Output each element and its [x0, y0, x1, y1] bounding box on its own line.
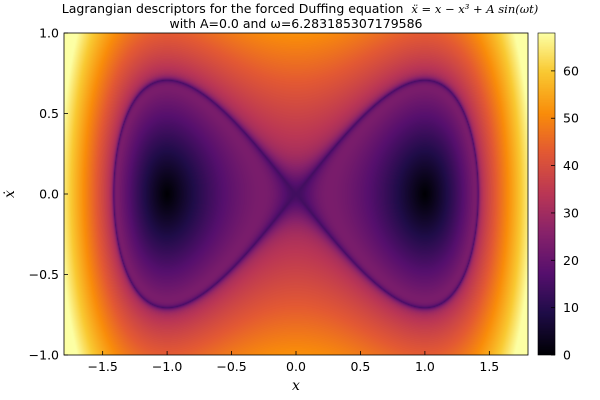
- x-tick-label: −0.5: [216, 359, 246, 374]
- y-axis-ticks: −1.0 −0.5 0.0 0.5 1.0: [29, 26, 68, 363]
- x-axis-ticks: −1.5 −1.0 −0.5 0.0 0.5 1.0 1.5: [87, 351, 499, 374]
- colorbar-canvas: [538, 33, 555, 355]
- y-tick-label: −0.5: [29, 267, 59, 282]
- colorbar-tick-label: 30: [563, 205, 579, 220]
- x-tick-label: −1.5: [87, 359, 117, 374]
- colorbar-tick-label: 0: [563, 348, 571, 363]
- y-tick-label: 0.5: [39, 106, 59, 121]
- colorbar-tick-label: 40: [563, 158, 579, 173]
- y-axis-label: ẋ: [2, 190, 18, 198]
- colorbar-frame: [537, 32, 556, 356]
- colorbar: [538, 33, 555, 355]
- colorbar-tick-label: 10: [563, 300, 579, 315]
- colorbar-tick-label: 50: [563, 111, 579, 126]
- colorbar-tick-label: 20: [563, 253, 579, 268]
- x-tick-label: 0.5: [350, 359, 370, 374]
- x-axis-label: x: [292, 378, 300, 394]
- colorbar-tick-label: 60: [563, 63, 579, 78]
- x-tick-label: −1.0: [152, 359, 182, 374]
- chart-title-formula: ẍ = x − x³ + A sin(ωt): [411, 2, 538, 16]
- chart-title-line2: with A=0.0 and ω=6.283185307179586: [169, 16, 422, 31]
- y-tick-label: −1.0: [29, 348, 59, 363]
- x-tick-label: 1.0: [415, 359, 435, 374]
- heatmap-canvas: [64, 33, 528, 355]
- chart-title-text: Lagrangian descriptors for the forced Du…: [62, 1, 404, 16]
- x-tick-label: 1.5: [479, 359, 499, 374]
- colorbar-ticks: 0 10 20 30 40 50 60: [551, 63, 579, 363]
- y-tick-label: 1.0: [39, 26, 59, 41]
- x-tick-label: 0.0: [286, 359, 306, 374]
- chart-title-line1: Lagrangian descriptors for the forced Du…: [62, 1, 538, 16]
- y-tick-label: 0.0: [39, 187, 59, 202]
- heatmap-plot-area: [64, 33, 528, 355]
